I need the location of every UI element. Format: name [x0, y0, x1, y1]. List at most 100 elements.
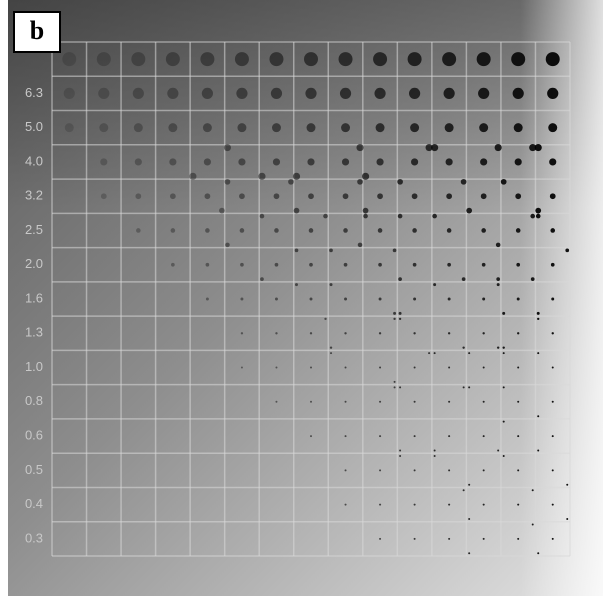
corner-dot	[497, 283, 500, 286]
dot	[376, 123, 385, 132]
corner-dot	[495, 144, 502, 151]
corner-dot	[357, 179, 363, 185]
row-label: 0.5	[25, 462, 43, 477]
corner-dot	[461, 179, 467, 185]
row-label: 0.4	[25, 496, 43, 511]
corner-dot	[503, 455, 505, 457]
dot	[274, 193, 280, 199]
dot	[446, 158, 453, 165]
dot	[552, 435, 554, 437]
dot	[170, 193, 176, 199]
dot	[200, 52, 214, 66]
dot	[479, 123, 488, 132]
dot	[548, 123, 557, 132]
dot	[275, 263, 279, 267]
phantom-image: 6.35.04.03.22.52.01.61.31.00.80.60.50.40…	[0, 0, 611, 596]
dot	[513, 88, 524, 99]
corner-dot	[397, 179, 403, 185]
dot	[446, 193, 452, 199]
dot	[412, 228, 417, 233]
corner-dot	[432, 214, 437, 219]
dot	[410, 123, 419, 132]
corner-dot	[393, 318, 395, 320]
dot	[517, 435, 519, 437]
corner-dot	[462, 346, 464, 348]
dot	[136, 228, 141, 233]
corner-dot	[288, 179, 294, 185]
dot	[448, 469, 450, 471]
corner-dot	[398, 214, 403, 219]
corner-dot	[356, 144, 363, 151]
corner-dot	[260, 214, 265, 219]
row-label: 4.0	[25, 153, 43, 168]
row-label: 3.2	[25, 188, 43, 203]
corner-dot	[225, 179, 231, 185]
dot	[517, 504, 519, 506]
panel-label: b	[30, 16, 44, 45]
dot	[168, 123, 177, 132]
dot	[411, 158, 418, 165]
dot	[237, 123, 246, 132]
corner-dot	[295, 249, 299, 253]
dot	[239, 193, 245, 199]
dot	[448, 298, 451, 301]
dot	[517, 469, 519, 471]
corner-dot	[530, 214, 535, 219]
dot	[271, 88, 282, 99]
dot	[551, 298, 554, 301]
corner-dot	[536, 214, 541, 219]
corner-dot	[399, 455, 401, 457]
dot	[409, 88, 420, 99]
dot	[447, 228, 452, 233]
dot	[235, 52, 249, 66]
dot	[343, 193, 349, 199]
dot	[414, 435, 416, 437]
corner-dot	[537, 552, 539, 554]
dot	[206, 298, 209, 301]
corner-dot	[294, 208, 300, 214]
dot	[448, 538, 450, 540]
corner-dot	[537, 449, 539, 451]
row-label: 6.3	[25, 85, 43, 100]
dot	[305, 88, 316, 99]
dot	[345, 367, 347, 369]
dot	[135, 158, 142, 165]
dot	[171, 263, 175, 267]
corner-dot	[565, 249, 569, 253]
dot	[379, 332, 381, 334]
dot	[100, 158, 107, 165]
dot	[516, 228, 521, 233]
corner-dot	[363, 208, 369, 214]
corner-dot	[468, 552, 470, 554]
dot	[516, 263, 520, 267]
dot	[378, 228, 383, 233]
dot	[169, 158, 176, 165]
corner-dot	[260, 277, 264, 281]
dot	[238, 158, 245, 165]
corner-dot	[497, 346, 499, 348]
dot	[343, 228, 348, 233]
dot	[275, 332, 277, 334]
dot	[412, 193, 418, 199]
dot	[307, 158, 314, 165]
dot	[275, 367, 277, 369]
dot	[477, 52, 491, 66]
corner-dot	[293, 173, 300, 180]
dot	[445, 123, 454, 132]
dot	[101, 193, 107, 199]
corner-dot	[497, 449, 499, 451]
dot	[413, 332, 415, 334]
corner-dot	[462, 277, 466, 281]
corner-dot	[399, 318, 401, 320]
corner-dot	[330, 352, 332, 354]
dot	[482, 263, 486, 267]
dot	[414, 469, 416, 471]
corner-dot	[532, 489, 534, 491]
dot	[483, 538, 485, 540]
dot	[517, 538, 519, 540]
corner-dot	[496, 277, 500, 281]
corner-dot	[502, 312, 505, 315]
dot	[482, 332, 484, 334]
corner-dot	[468, 484, 470, 486]
dot	[379, 469, 381, 471]
